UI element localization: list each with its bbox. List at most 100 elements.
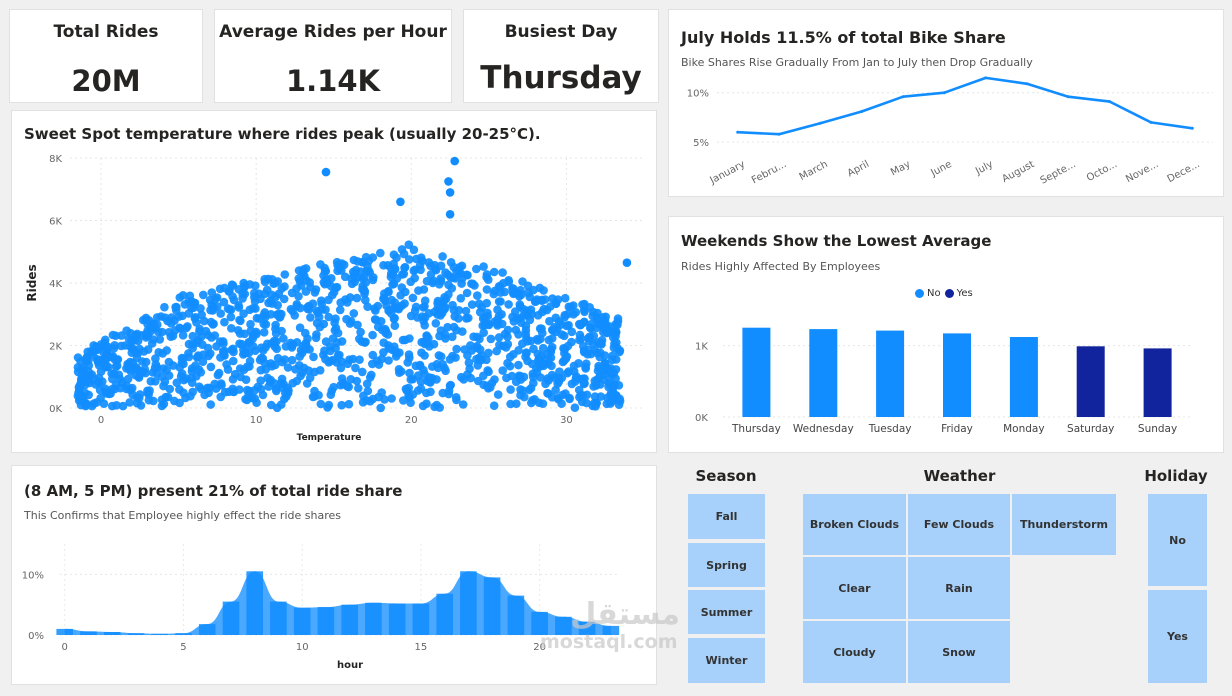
- scatter-point: [220, 317, 229, 327]
- scatter-point: [271, 360, 280, 370]
- scatter-point: [215, 284, 225, 294]
- scatter-point: [390, 321, 400, 330]
- scatter-point: [295, 323, 305, 332]
- scatter-point: [288, 306, 297, 316]
- scatter-point: [419, 303, 428, 312]
- scatter-point: [415, 261, 425, 270]
- scatter-point: [445, 188, 455, 197]
- scatter-point: [157, 327, 167, 337]
- weekday-bar-chart[interactable]: 0K 1K Thursday Wednesday Tuesday Friday Monday…: [669, 217, 1225, 454]
- holiday-tile-no[interactable]: No: [1148, 494, 1207, 586]
- kpi-value: 1.14K: [285, 64, 381, 98]
- hour-band: [198, 624, 216, 635]
- y-tick-label: 2K: [49, 342, 62, 353]
- x-tick-label: 10: [250, 415, 263, 426]
- scatter-point: [101, 389, 111, 398]
- scatter-point: [613, 317, 623, 326]
- monthly-line-card[interactable]: July Holds 11.5% of total Bike Share Bik…: [668, 9, 1224, 197]
- scatter-point: [175, 293, 185, 302]
- scatter-point: [591, 399, 601, 408]
- scatter-point: [363, 302, 372, 311]
- scatter-point: [524, 288, 533, 297]
- chart-legend[interactable]: No Yes: [915, 288, 973, 299]
- season-tile-winter[interactable]: Winter: [688, 638, 765, 683]
- scatter-point: [449, 322, 459, 332]
- scatter-point: [320, 263, 329, 273]
- scatter-point: [516, 385, 525, 394]
- weather-tile-clear[interactable]: Clear: [803, 557, 906, 619]
- scatter-point: [323, 403, 332, 412]
- scatter-point: [551, 313, 560, 323]
- weather-tile-cloudy[interactable]: Cloudy: [803, 621, 906, 683]
- season-tile-fall[interactable]: Fall: [688, 494, 765, 539]
- weather-tile-snow[interactable]: Snow: [908, 621, 1010, 683]
- weather-tile-few-clouds[interactable]: Few Clouds: [908, 494, 1010, 555]
- scatter-point: [272, 337, 281, 346]
- scatter-card[interactable]: Sweet Spot temperature where rides peak …: [11, 110, 657, 453]
- scatter-point: [306, 313, 315, 322]
- scatter-point: [377, 354, 387, 364]
- holiday-tile-yes[interactable]: Yes: [1148, 590, 1207, 683]
- scatter-point: [235, 364, 245, 373]
- scatter-point: [279, 294, 289, 304]
- scatter-point: [354, 384, 363, 393]
- scatter-point: [411, 361, 421, 371]
- scatter-point: [405, 255, 414, 264]
- scatter-point: [514, 360, 523, 370]
- weekday-bar-card[interactable]: Weekends Show the Lowest Average Rides H…: [668, 216, 1224, 453]
- scatter-point: [514, 330, 523, 339]
- season-tile-spring[interactable]: Spring: [688, 543, 765, 587]
- scatter-point: [373, 322, 383, 332]
- scatter-point: [266, 400, 276, 410]
- scatter-point: [188, 343, 197, 353]
- scatter-point: [456, 294, 466, 303]
- scatter-point: [592, 348, 602, 358]
- scatter-point: [74, 382, 84, 392]
- scatter-point: [216, 353, 225, 362]
- scatter-point: [127, 336, 137, 345]
- scatter-point: [512, 399, 521, 409]
- scatter-point: [342, 314, 351, 324]
- scatter-point: [144, 395, 154, 405]
- scatter-chart[interactable]: 0K 2K 4K 6K 8K 0 10 20 30 Temperature Rides: [12, 111, 658, 454]
- scatter-point: [444, 177, 453, 186]
- hour-band: [388, 603, 406, 635]
- scatter-point: [110, 341, 119, 350]
- season-tile-summer[interactable]: Summer: [688, 590, 765, 634]
- scatter-point: [440, 364, 449, 373]
- scatter-point: [539, 286, 548, 295]
- weather-slicer-title: Weather: [923, 467, 996, 485]
- scatter-point: [594, 361, 603, 371]
- scatter-point: [367, 370, 376, 380]
- scatter-point: [384, 356, 393, 365]
- scatter-point: [377, 388, 387, 397]
- scatter-point: [229, 356, 238, 366]
- scatter-point: [418, 312, 427, 321]
- scatter-point: [541, 379, 550, 389]
- legend-item-yes[interactable]: Yes: [944, 288, 973, 299]
- scatter-point: [335, 305, 345, 315]
- scatter-point: [118, 401, 128, 411]
- scatter-point: [111, 362, 121, 371]
- x-tick-label: 20: [405, 415, 418, 426]
- hour-band: [412, 603, 430, 635]
- legend-item-no[interactable]: No: [915, 288, 941, 299]
- hour-band: [531, 611, 548, 635]
- weather-tile-thunderstorm[interactable]: Thunderstorm: [1012, 494, 1116, 555]
- scatter-point: [408, 293, 418, 303]
- scatter-point: [434, 351, 444, 360]
- hourly-area-card[interactable]: (8 AM, 5 PM) present 21% of total ride s…: [11, 465, 657, 685]
- weather-tile-rain[interactable]: Rain: [908, 557, 1010, 619]
- weather-tile-broken-clouds[interactable]: Broken Clouds: [803, 494, 906, 555]
- scatter-point: [603, 324, 613, 334]
- scatter-point: [247, 393, 257, 403]
- scatter-point: [274, 309, 284, 318]
- monthly-line-chart[interactable]: 5%10%January Febru... March April May June Jul…: [669, 10, 1225, 198]
- hour-band: [293, 607, 311, 635]
- hourly-area-chart[interactable]: 0% 10% 0 5 10 15 20 hour: [12, 466, 658, 686]
- scatter-point: [251, 304, 260, 313]
- hour-band: [56, 628, 73, 635]
- scatter-point: [498, 341, 508, 351]
- scatter-point: [304, 366, 313, 375]
- scatter-point: [543, 388, 552, 398]
